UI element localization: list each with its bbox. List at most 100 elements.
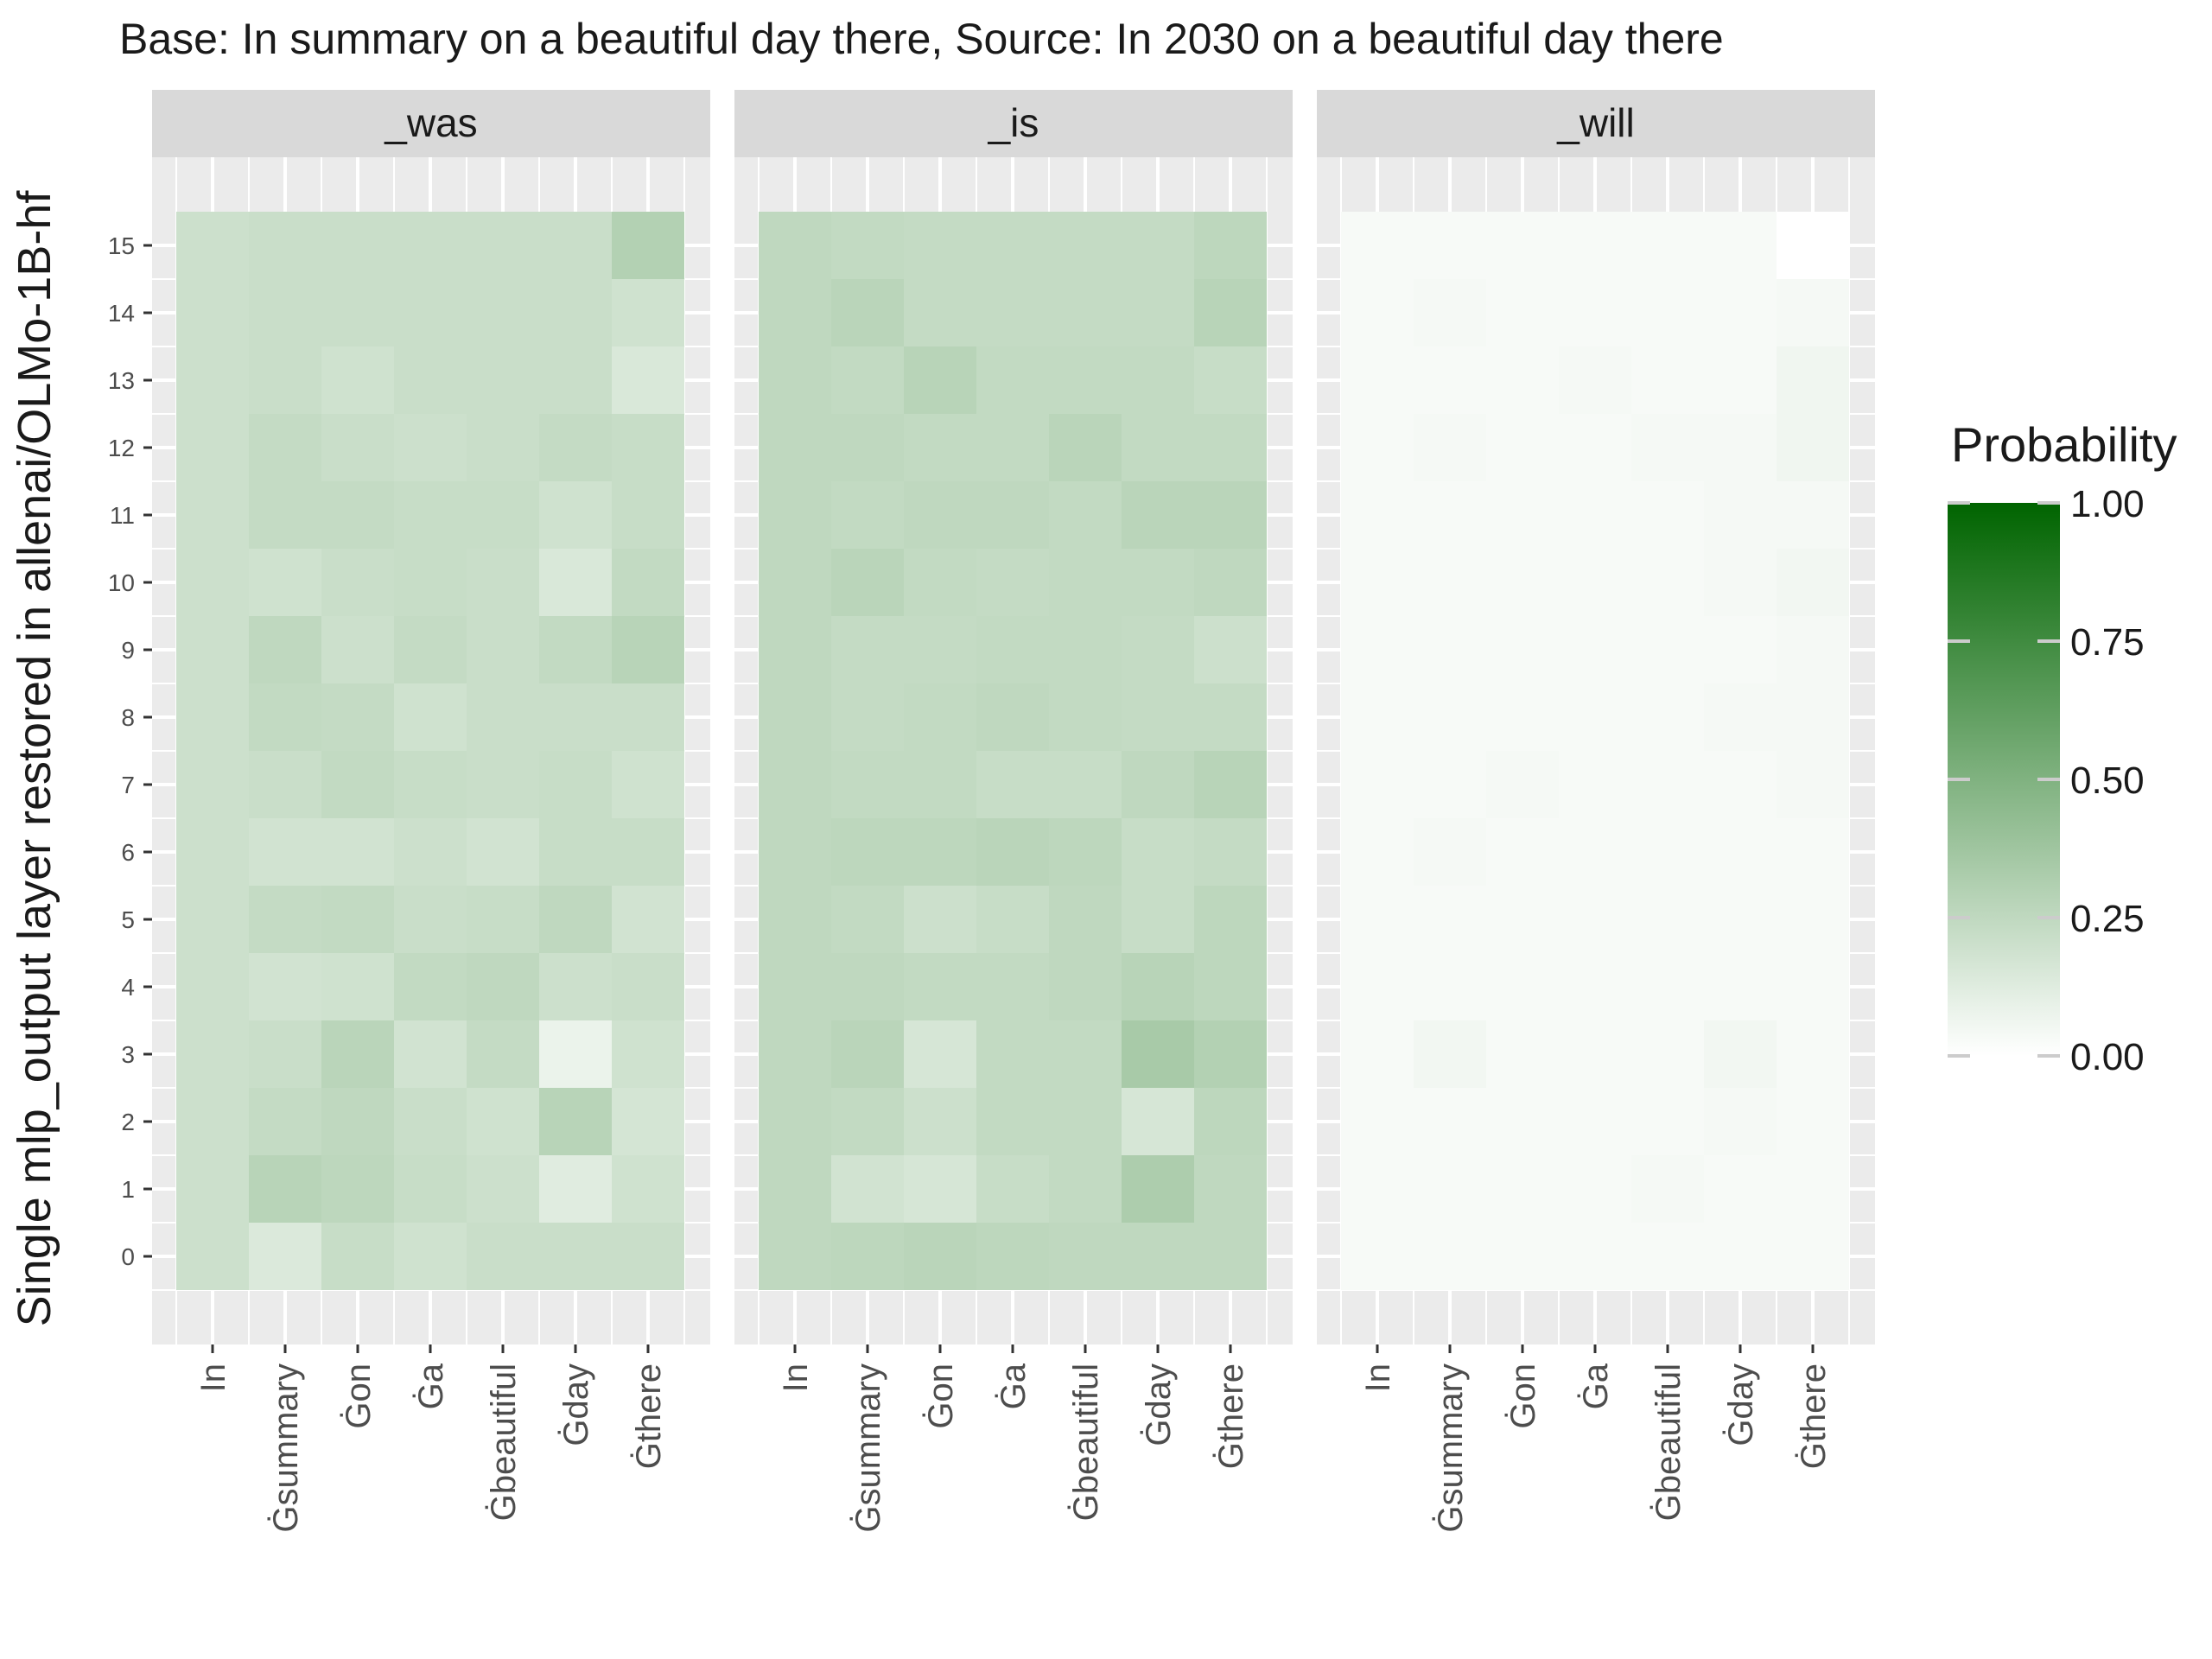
- heatmap-tile: [1704, 414, 1777, 481]
- chart-title: Base: In summary on a beautiful day ther…: [119, 15, 1724, 63]
- heatmap-tile: [1631, 1020, 1704, 1088]
- heatmap-tile: [394, 683, 467, 751]
- x-tick-label: Ġday: [1721, 1363, 1760, 1446]
- heatmap-tile: [394, 1020, 467, 1088]
- heatmap-tile: [1414, 683, 1486, 751]
- heatmap-tile: [759, 1155, 831, 1223]
- heatmap-tile: [976, 683, 1049, 751]
- y-tick-label: 8: [121, 704, 135, 731]
- heatmap-tile: [1341, 1223, 1414, 1290]
- heatmap-tile: [1341, 414, 1414, 481]
- heatmap-tile: [249, 279, 321, 346]
- heatmap-tile: [467, 346, 539, 414]
- heatmap-tile: [1777, 549, 1849, 616]
- heatmap-tile: [539, 886, 612, 953]
- heatmap-tile: [1777, 346, 1849, 414]
- heatmap-tile: [1341, 953, 1414, 1020]
- heatmap-tile: [1777, 616, 1849, 683]
- heatmap-tile: [1486, 1088, 1559, 1155]
- heatmap-tile: [1194, 1020, 1267, 1088]
- heatmap-tile: [1631, 1155, 1704, 1223]
- heatmap-tile: [1414, 279, 1486, 346]
- heatmap-tile: [1414, 481, 1486, 549]
- heatmap-tile: [1777, 953, 1849, 1020]
- heatmap-tile: [249, 346, 321, 414]
- heatmap-tile: [467, 818, 539, 886]
- heatmap-tile: [1559, 346, 1631, 414]
- heatmap-tile: [831, 414, 904, 481]
- heatmap-tile: [321, 683, 394, 751]
- heatmap-tile: [176, 279, 249, 346]
- heatmap-tile: [1414, 886, 1486, 953]
- heatmap-tile: [321, 279, 394, 346]
- heatmap-tile: [321, 818, 394, 886]
- heatmap-tile: [249, 1088, 321, 1155]
- heatmap-tile: [904, 549, 976, 616]
- heatmap-tile: [759, 616, 831, 683]
- heatmap-tile: [394, 481, 467, 549]
- heatmap-tile: [612, 1155, 684, 1223]
- heatmap-tile: [321, 481, 394, 549]
- heatmap-tile: [539, 1223, 612, 1290]
- legend-tick-label: 0.50: [2070, 760, 2145, 802]
- heatmap-tile: [176, 1088, 249, 1155]
- y-tick-label: 0: [121, 1243, 135, 1270]
- heatmap-tile: [1049, 818, 1122, 886]
- heatmap-tile: [1777, 481, 1849, 549]
- heatmap-tile: [904, 886, 976, 953]
- heatmap-tile: [467, 683, 539, 751]
- heatmap-tile: [759, 279, 831, 346]
- heatmap-tile: [904, 1088, 976, 1155]
- heatmap-tile: [1414, 414, 1486, 481]
- heatmap-tile: [249, 953, 321, 1020]
- heatmap-tile: [394, 414, 467, 481]
- heatmap-tile: [976, 1020, 1049, 1088]
- heatmap-tile: [1631, 953, 1704, 1020]
- heatmap-tile: [1341, 616, 1414, 683]
- y-tick-label: 7: [121, 772, 135, 798]
- y-tick-label: 5: [121, 906, 135, 933]
- heatmap-tile: [1486, 549, 1559, 616]
- heatmap-tile: [976, 481, 1049, 549]
- heatmap-tile: [1341, 279, 1414, 346]
- heatmap-tile: [394, 1223, 467, 1290]
- heatmap-tile: [1559, 818, 1631, 886]
- heatmap-tile: [1122, 481, 1194, 549]
- heatmap-tile: [1777, 212, 1849, 279]
- heatmap-tile: [612, 953, 684, 1020]
- heatmap-tile: [759, 346, 831, 414]
- y-tick-label: 10: [108, 569, 135, 596]
- heatmap-tile: [176, 1020, 249, 1088]
- heatmap-tile: [1486, 751, 1559, 818]
- heatmap-tile: [831, 818, 904, 886]
- heatmap-tile: [467, 212, 539, 279]
- heatmap-tile: [759, 1020, 831, 1088]
- heatmap-tile: [321, 549, 394, 616]
- heatmap-tile: [1049, 1155, 1122, 1223]
- heatmap-tile: [1122, 751, 1194, 818]
- heatmap-tile: [1486, 414, 1559, 481]
- heatmap-tile: [1704, 212, 1777, 279]
- heatmap-tile: [904, 481, 976, 549]
- heatmap-tile: [1631, 616, 1704, 683]
- heatmap-tile: [467, 886, 539, 953]
- heatmap-tile: [539, 953, 612, 1020]
- heatmap-tile: [1194, 616, 1267, 683]
- heatmap-tile: [831, 616, 904, 683]
- heatmap-tile: [612, 481, 684, 549]
- heatmap-tile: [249, 414, 321, 481]
- facet-strip-label: _was: [384, 100, 477, 145]
- heatmap-tile: [321, 886, 394, 953]
- heatmap-tile: [1631, 481, 1704, 549]
- heatmap-tile: [249, 212, 321, 279]
- heatmap-tile: [1049, 481, 1122, 549]
- heatmap-tile: [1486, 212, 1559, 279]
- heatmap-tile: [467, 279, 539, 346]
- heatmap-tile: [904, 1020, 976, 1088]
- heatmap-tile: [1486, 886, 1559, 953]
- heatmap-tile: [904, 1223, 976, 1290]
- x-tick-label: Ġon: [339, 1363, 378, 1429]
- heatmap-tile: [612, 616, 684, 683]
- heatmap-tile: [176, 953, 249, 1020]
